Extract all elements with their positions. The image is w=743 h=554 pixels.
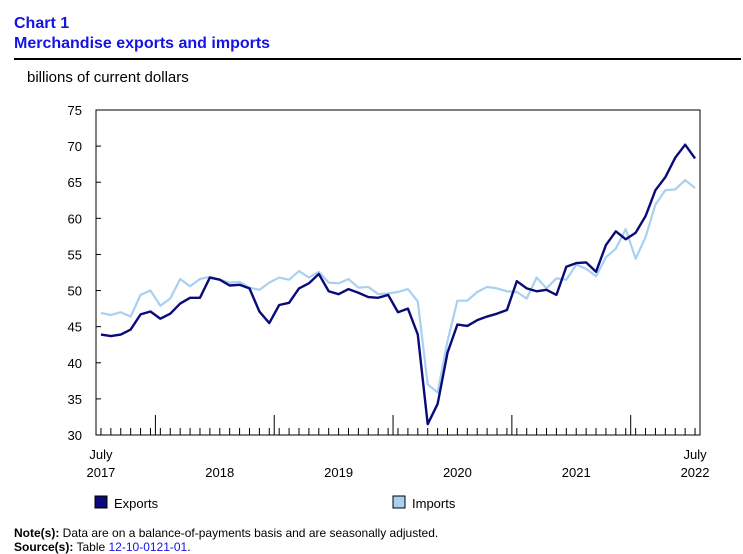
note-line: Note(s): Data are on a balance-of-paymen… [14,526,438,540]
chart-title: Merchandise exports and imports [14,35,271,52]
title-rule [14,58,741,60]
legend-swatch-imports [392,495,406,509]
legend-swatch-exports [94,495,108,509]
source-label: Source(s): [14,540,74,554]
y-tick-label: 60 [68,211,82,226]
x-year-label: 2019 [324,465,353,480]
x-year-label: 2018 [205,465,234,480]
x-year-label: 2020 [443,465,472,480]
y-tick-label: 65 [68,175,82,190]
x-month-label: July [683,447,707,462]
chart-notes: Note(s): Data are on a balance-of-paymen… [14,526,438,554]
x-year-label: 2017 [86,465,115,480]
legend-label-imports: Imports [412,496,456,511]
y-tick-label: 45 [68,320,82,335]
y-tick-label: 70 [68,139,82,154]
series-line-exports [100,143,697,426]
x-year-label: 2022 [681,465,710,480]
source-suffix: . [187,540,191,554]
y-tick-label: 40 [68,356,82,371]
x-month-label: July [89,447,113,462]
source-prefix: Table [76,540,106,554]
x-year-label: 2021 [562,465,591,480]
y-tick-label: 75 [68,103,82,118]
source-line: Source(s): Table 12-10-0121-01. [14,540,438,554]
series-line-imports [100,178,696,394]
y-tick-label: 50 [68,284,82,299]
chart-title-block: Chart 1 Merchandise exports and imports [14,14,270,54]
y-tick-label: 35 [68,392,82,407]
legend-label-exports: Exports [114,496,159,511]
y-tick-label: 30 [68,428,82,443]
plot-area-frame [95,109,701,436]
source-table-link[interactable]: 12-10-0121-01 [108,540,188,554]
note-text: Data are on a balance-of-payments basis … [62,526,439,540]
chart-number: Chart 1 [14,15,70,32]
note-label: Note(s): [14,526,60,540]
axis-layer: 30 35 40 45 50 55 60 65 70 75 July July 2017 2018 2019… [68,103,710,480]
legend: Exports Imports [94,495,456,511]
series-layer [100,143,697,426]
unit-label: billions of current dollars [27,69,189,86]
y-tick-label: 55 [68,247,82,262]
